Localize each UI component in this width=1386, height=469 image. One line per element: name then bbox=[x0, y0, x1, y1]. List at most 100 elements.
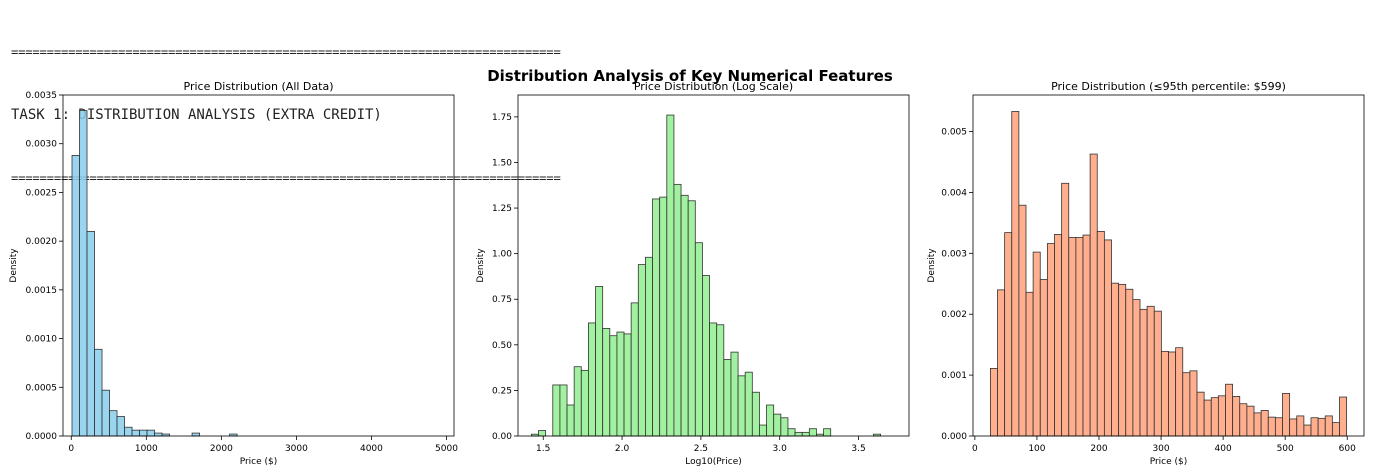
histogram-bar bbox=[1160, 350, 1169, 437]
x-tick-label: 1.5 bbox=[536, 444, 550, 454]
y-tick-label: 0.003 bbox=[941, 249, 967, 259]
histogram-bar bbox=[154, 432, 163, 437]
histogram-bar bbox=[1061, 182, 1070, 437]
histogram-bar bbox=[1089, 153, 1098, 437]
y-axis-label: Density bbox=[9, 248, 19, 283]
x-tick-label: 2000 bbox=[210, 444, 233, 454]
axes-frame bbox=[972, 94, 1365, 437]
histogram-bar bbox=[1096, 230, 1105, 437]
x-tick-label: 100 bbox=[1028, 444, 1045, 454]
histogram-bar bbox=[737, 375, 746, 437]
y-tick-label: 0.005 bbox=[941, 128, 967, 138]
histogram-bar bbox=[191, 432, 200, 437]
y-tick-label: 0.00 bbox=[492, 432, 512, 442]
y-tick-label: 0.0030 bbox=[26, 140, 58, 150]
histogram-bar bbox=[1054, 234, 1063, 437]
x-tick-label: 600 bbox=[1339, 444, 1356, 454]
histogram-bar bbox=[1111, 282, 1120, 437]
y-tick-label: 1.75 bbox=[492, 113, 512, 123]
histogram-bar bbox=[1082, 234, 1091, 437]
histogram-bar bbox=[538, 430, 547, 437]
histogram-bar bbox=[1004, 232, 1013, 437]
histogram-bar bbox=[1075, 237, 1084, 437]
x-tick-label: 2.5 bbox=[694, 444, 708, 454]
histogram-bar bbox=[723, 359, 732, 437]
histogram-bar bbox=[1182, 372, 1191, 437]
histogram-bar bbox=[1324, 415, 1333, 437]
histogram-bar bbox=[1018, 204, 1027, 437]
chart-panel-3: 0 100 200 300 400 500 600 0.000 0.001 0.002 0.003 0… bbox=[927, 80, 1365, 467]
histogram-bar bbox=[1217, 395, 1226, 437]
x-tick-label: 300 bbox=[1152, 444, 1169, 454]
histogram-bar bbox=[702, 275, 710, 437]
histogram-bar bbox=[1210, 397, 1219, 437]
x-tick-label: 3.0 bbox=[773, 444, 788, 454]
axes-frame bbox=[517, 94, 910, 437]
console-output: ========================================… bbox=[11, 0, 561, 210]
histogram-bar bbox=[1196, 391, 1205, 437]
figure-suptitle: Distribution Analysis of Key Numerical F… bbox=[487, 67, 893, 85]
histogram-bar bbox=[751, 391, 760, 437]
histogram-bar bbox=[1317, 417, 1326, 437]
histogram-bar bbox=[709, 322, 718, 437]
x-tick-label: 0 bbox=[972, 444, 978, 454]
x-tick-label: 2.0 bbox=[615, 444, 630, 454]
x-tick-label: 3.5 bbox=[851, 444, 865, 454]
histogram-bar bbox=[801, 431, 810, 437]
histogram-bar bbox=[602, 328, 611, 437]
histogram-bar bbox=[716, 324, 725, 437]
histogram-bar bbox=[1289, 418, 1298, 437]
y-tick-label: 0.0025 bbox=[26, 188, 58, 198]
histogram-bar bbox=[623, 333, 632, 437]
histogram-bar bbox=[1282, 392, 1291, 437]
histogram-bar bbox=[1125, 288, 1134, 437]
y-tick-label: 0.0020 bbox=[26, 237, 58, 247]
histogram-bar bbox=[131, 429, 140, 437]
x-tick-label: 3000 bbox=[285, 444, 308, 454]
histogram-bar bbox=[989, 368, 998, 437]
histogram-bar bbox=[573, 366, 582, 437]
histogram-bar bbox=[766, 404, 775, 437]
histogram-bar bbox=[79, 110, 88, 437]
x-tick-label: 0 bbox=[68, 444, 74, 454]
histogram-bar bbox=[86, 230, 95, 437]
histogram-bar bbox=[808, 428, 817, 437]
histogram-bar bbox=[687, 200, 696, 437]
histogram-bar bbox=[1118, 283, 1127, 437]
histogram-bar bbox=[124, 426, 133, 437]
histogram-bar bbox=[1068, 237, 1077, 437]
y-tick-label: 0.0035 bbox=[26, 91, 58, 101]
histogram-bar bbox=[730, 351, 739, 437]
histogram-bar bbox=[116, 416, 125, 437]
histogram-bar bbox=[1175, 347, 1184, 437]
histogram-bar bbox=[1253, 412, 1262, 437]
histogram-bar bbox=[1267, 416, 1276, 437]
histogram-bar bbox=[1168, 351, 1177, 437]
histogram-bar bbox=[1331, 422, 1340, 437]
histogram-bar bbox=[1046, 243, 1055, 437]
histogram-bar bbox=[773, 413, 782, 437]
histogram-bar bbox=[609, 335, 618, 437]
histogram-bar bbox=[94, 348, 103, 437]
histogram-bar bbox=[1260, 410, 1269, 437]
histogram-bar bbox=[1189, 370, 1198, 437]
histogram-bar bbox=[1225, 383, 1234, 437]
histogram-bar bbox=[580, 369, 589, 437]
console-rule-top: ========================================… bbox=[11, 45, 561, 59]
y-tick-label: 0.0015 bbox=[26, 286, 58, 296]
y-tick-label: 1.25 bbox=[492, 204, 512, 214]
histogram-bar bbox=[794, 431, 803, 437]
x-tick-label: 4000 bbox=[360, 444, 383, 454]
histogram-bar bbox=[1039, 279, 1048, 437]
y-tick-label: 0.004 bbox=[941, 188, 967, 198]
histogram-bar bbox=[1274, 417, 1283, 437]
console-header: TASK 1: DISTRIBUTION ANALYSIS (EXTRA CRE… bbox=[11, 107, 382, 123]
y-tick-label: 1.50 bbox=[492, 158, 512, 168]
histogram-bar bbox=[787, 428, 796, 437]
histogram-bar bbox=[637, 264, 646, 437]
histogram-bar bbox=[645, 256, 653, 437]
histogram-bar bbox=[146, 429, 155, 437]
histogram-bar bbox=[139, 429, 148, 437]
y-tick-label: 0.002 bbox=[941, 310, 967, 320]
